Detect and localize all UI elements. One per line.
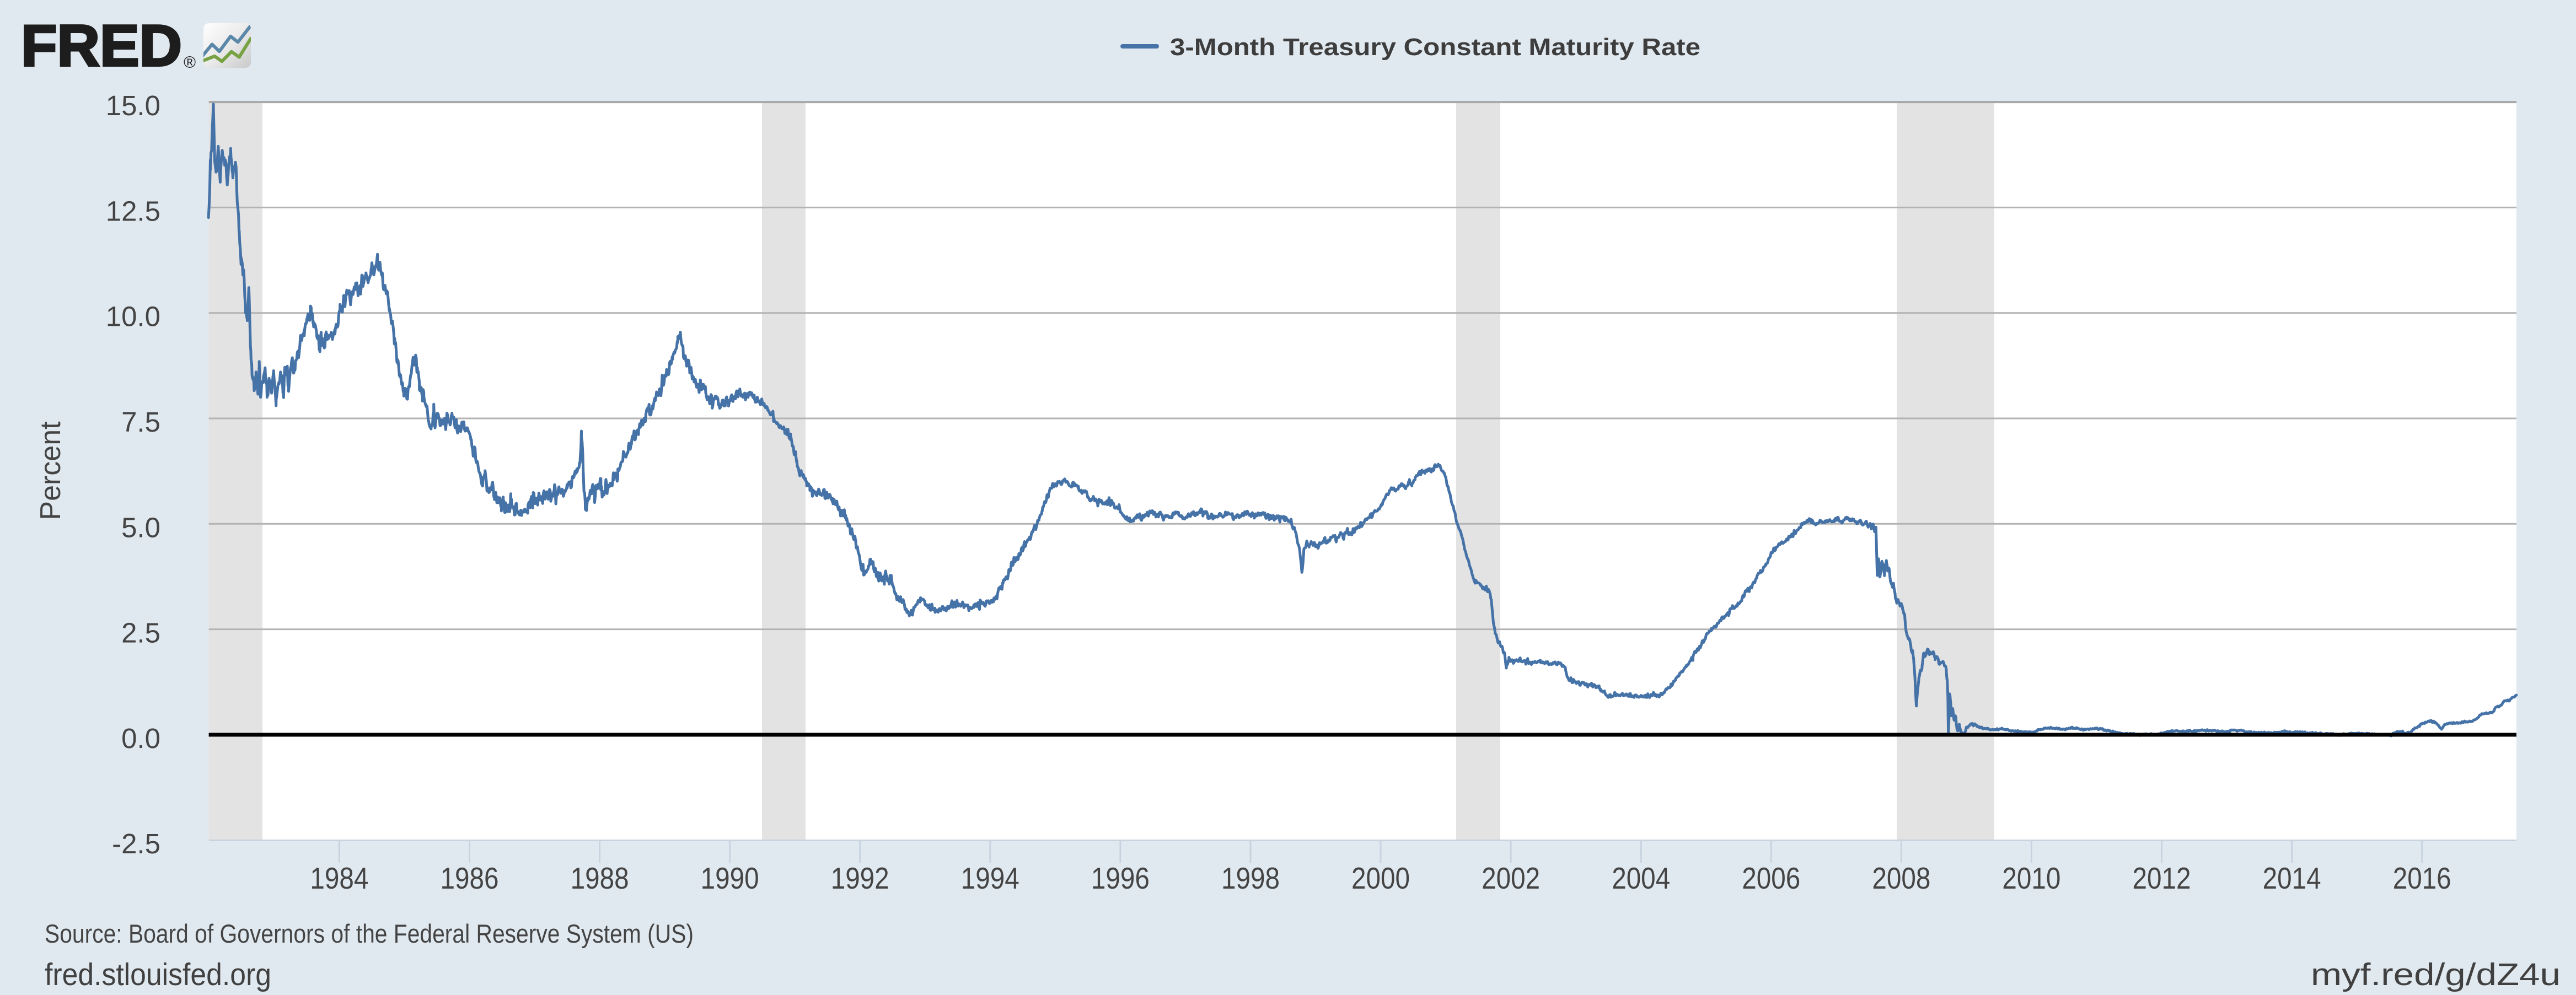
svg-text:1986: 1986: [441, 861, 499, 895]
svg-text:Source: Board of Governors of: Source: Board of Governors of the Federa…: [45, 919, 694, 948]
svg-text:12.5: 12.5: [106, 195, 160, 227]
svg-text:3-Month Treasury Constant Matu: 3-Month Treasury Constant Maturity Rate: [1170, 34, 1700, 61]
svg-text:1996: 1996: [1091, 861, 1150, 895]
svg-text:®: ®: [184, 53, 196, 72]
svg-text:fred.stlouisfed.org: fred.stlouisfed.org: [45, 957, 271, 992]
svg-text:10.0: 10.0: [106, 301, 160, 332]
svg-text:1992: 1992: [831, 861, 889, 895]
svg-text:2002: 2002: [1482, 861, 1540, 895]
svg-text:2010: 2010: [2002, 861, 2060, 895]
svg-text:1998: 1998: [1221, 861, 1280, 895]
svg-text:5.0: 5.0: [121, 512, 160, 543]
svg-text:2006: 2006: [1742, 861, 1800, 895]
svg-text:0.0: 0.0: [121, 723, 160, 754]
svg-text:-2.5: -2.5: [112, 828, 160, 859]
svg-text:1990: 1990: [701, 861, 759, 895]
svg-text:2012: 2012: [2133, 861, 2191, 895]
svg-text:FRED: FRED: [21, 13, 182, 78]
svg-text:2004: 2004: [1612, 861, 1670, 895]
svg-text:1994: 1994: [961, 861, 1019, 895]
svg-text:myf.red/g/dZ4u: myf.red/g/dZ4u: [2311, 957, 2561, 992]
svg-text:2016: 2016: [2393, 861, 2451, 895]
svg-text:2014: 2014: [2263, 861, 2321, 895]
svg-text:7.5: 7.5: [121, 406, 160, 438]
svg-text:15.0: 15.0: [106, 90, 160, 121]
svg-text:2000: 2000: [1351, 861, 1410, 895]
svg-text:2008: 2008: [1872, 861, 1930, 895]
svg-text:2.5: 2.5: [121, 617, 160, 649]
svg-text:1988: 1988: [571, 861, 629, 895]
svg-text:Percent: Percent: [35, 421, 67, 520]
svg-text:1984: 1984: [310, 861, 368, 895]
